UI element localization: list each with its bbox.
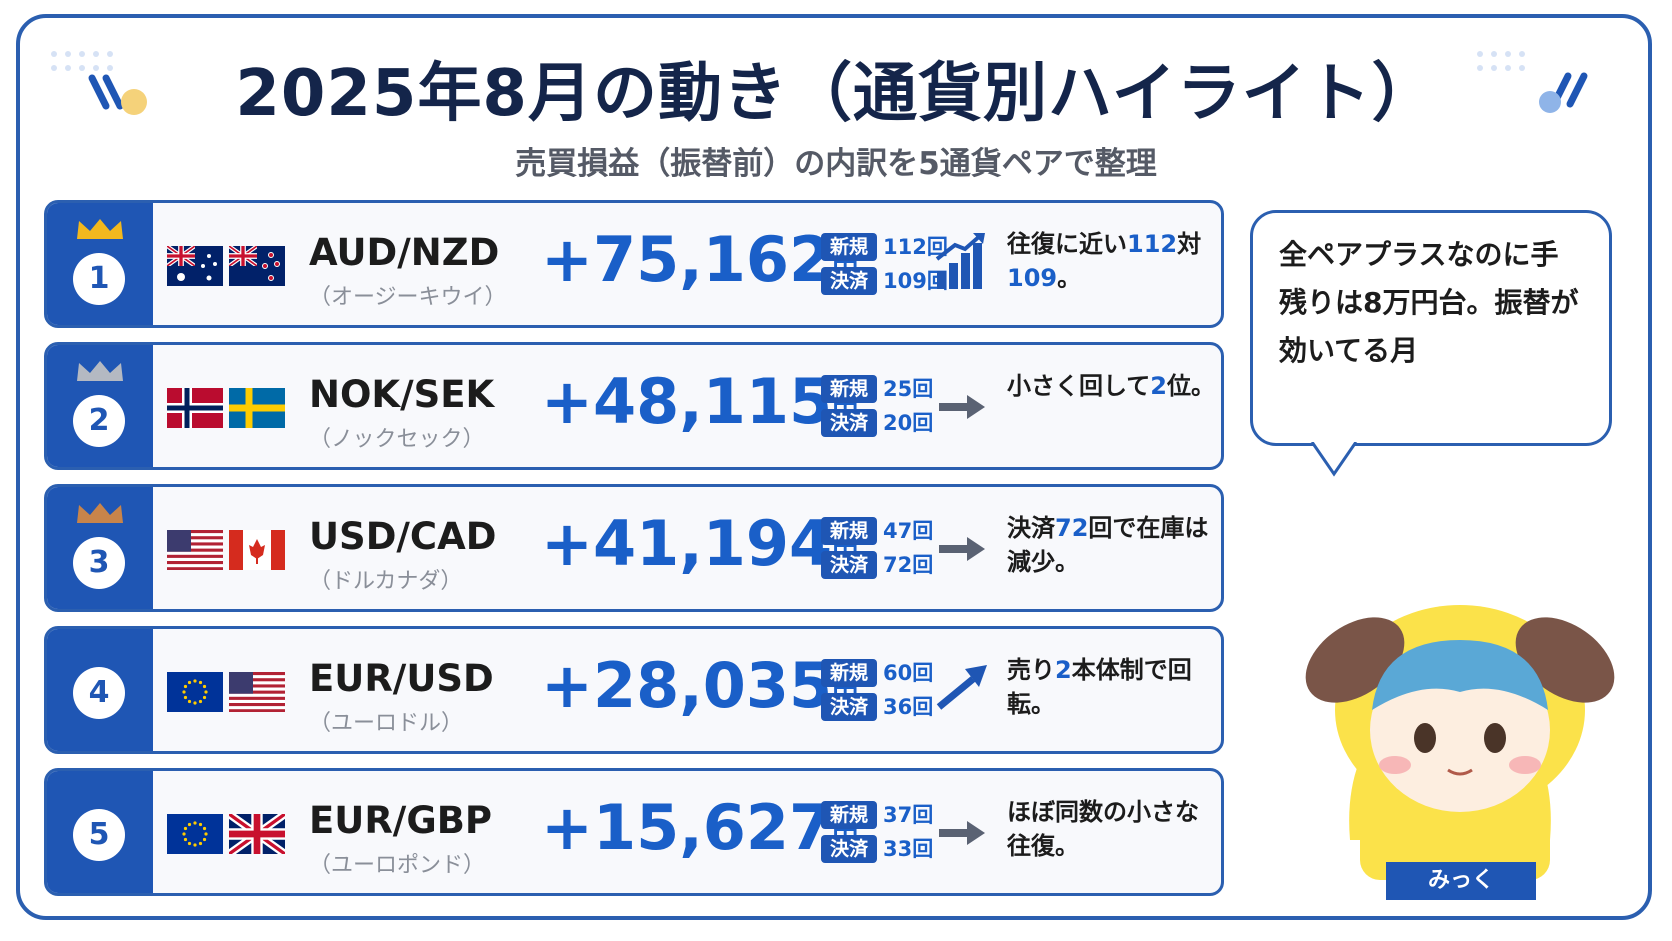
ranking-row: 1AUD/NZD（オージーキウイ）+75,162円新規112回決済109回往復に… [44,200,1224,328]
comment: 決済72回で在庫は減少。 [1007,511,1217,579]
new-count: 47回 [883,519,934,543]
currency-pair: USD/CAD [309,515,497,558]
comment-text: 。 [1057,264,1082,292]
settle-badge: 決済 [821,267,877,295]
profit-value: +41,194 [541,507,833,580]
subtitle: 売買損益（振替前）の内訳を5通貨ペアで整理 [515,146,1157,182]
trend-icon [939,395,985,419]
comment-highlight: 72 [1055,514,1089,542]
settle-count: 33回 [883,837,934,861]
ranking-row: 3USD/CAD（ドルカナダ）+41,194円新規47回決済72回決済72回で在… [44,484,1224,612]
currency-pair: AUD/NZD [309,231,500,274]
settle-badge: 決済 [821,835,877,863]
currency-pair: EUR/USD [309,657,494,700]
rank-number: 2 [73,395,125,447]
settle-count: 20回 [883,411,934,435]
new-count: 37回 [883,803,934,827]
trend-icon [939,537,985,561]
profit-value: +75,162 [541,223,833,296]
pair-reading: （ユーロドル） [309,711,464,736]
currency-pair: NOK/SEK [309,373,495,416]
comment-text: 対 [1177,230,1202,258]
title: 2025年8月の動き（通貨別ハイライト） [235,57,1437,131]
comment: 売り2本体制で回転。 [1007,653,1217,721]
pair-reading: （ドルカナダ） [309,569,463,594]
settle-count: 36回 [883,695,934,719]
new-badge: 新規 [821,517,877,545]
settle-count: 72回 [883,553,934,577]
frame [16,14,1652,920]
rank-number: 1 [73,253,125,305]
comment: ほぼ同数の小さな往復。 [1007,795,1217,863]
character-name: みっく [1386,862,1536,900]
trend-icon [939,821,985,845]
character [1305,605,1615,880]
comment-text: 決済 [1007,514,1055,542]
profit-amount: +75,162円 [541,223,858,296]
comment: 小さく回して2位。 [1007,369,1217,403]
flag-icons [167,530,285,570]
flag-icons [167,672,285,712]
comment-highlight: 109 [1007,264,1058,292]
new-badge: 新規 [821,375,877,403]
speech-bubble: 全ペアプラスなのに手残りは8万円台。振替が効いてる月 [1250,210,1612,446]
crown-icon [77,219,123,239]
settle-badge: 決済 [821,409,877,437]
new-badge: 新規 [821,233,877,261]
flag-icons [167,814,285,854]
profit-value: +48,115 [541,365,833,438]
new-badge: 新規 [821,801,877,829]
ranking-row: 2 NOK/SEK （ノックセック） +48,115円新規25回決済20回 小さく回して… [44,342,1224,470]
new-count: 112回 [883,235,948,259]
pair-reading: （オージーキウイ） [309,285,507,310]
comment-text: 本体制で回転。 [1007,656,1192,718]
flag-icons [167,388,285,428]
profit-amount: +41,194円 [541,507,858,580]
pair-reading: （ユーロポンド） [309,853,486,878]
flag-icons [167,246,285,286]
comment-text: 往復に近い [1007,230,1127,258]
comment-highlight: 2 [1150,372,1167,400]
rank-number: 4 [73,667,125,719]
rank-number: 5 [73,809,125,861]
comment-highlight: 112 [1127,230,1178,258]
settle-badge: 決済 [821,551,877,579]
currency-pair: EUR/GBP [309,799,493,842]
profit-amount: +15,627円 [541,791,858,864]
title-decoration [51,51,1588,115]
new-badge: 新規 [821,659,877,687]
comment: 往復に近い112対 109。 [1007,227,1217,295]
comment-text: 位。 [1166,372,1215,400]
bubble-tail [1310,442,1358,477]
trend-icon [936,665,987,710]
crown-icon [77,361,123,381]
rank-number: 3 [73,537,125,589]
new-count: 25回 [883,377,934,401]
trend-icon [935,233,985,289]
ranking-row: 4 EUR/USD （ユーロドル） +28,035円新規60回決済36回 売り2本体制で… [44,626,1224,754]
comment-highlight: 2 [1055,656,1072,684]
ranking-row: 5 EUR/GBP （ユーロポンド） +15,627円新規37回決済33回 ほぼ同数の小… [44,768,1224,896]
profit-amount: +28,035円 [541,649,858,722]
profit-amount: +48,115円 [541,365,858,438]
comment-text: 回で在庫は減少。 [1007,514,1209,576]
pair-reading: （ノックセック） [309,427,485,452]
profit-value: +15,627 [541,791,833,864]
settle-badge: 決済 [821,693,877,721]
comment-text: 小さく回して [1007,372,1151,400]
profit-value: +28,035 [541,649,833,722]
comment-text: 売り [1007,656,1055,684]
comment-text: ほぼ同数の小さな往復。 [1007,798,1199,860]
crown-icon [77,503,123,523]
new-count: 60回 [883,661,934,685]
